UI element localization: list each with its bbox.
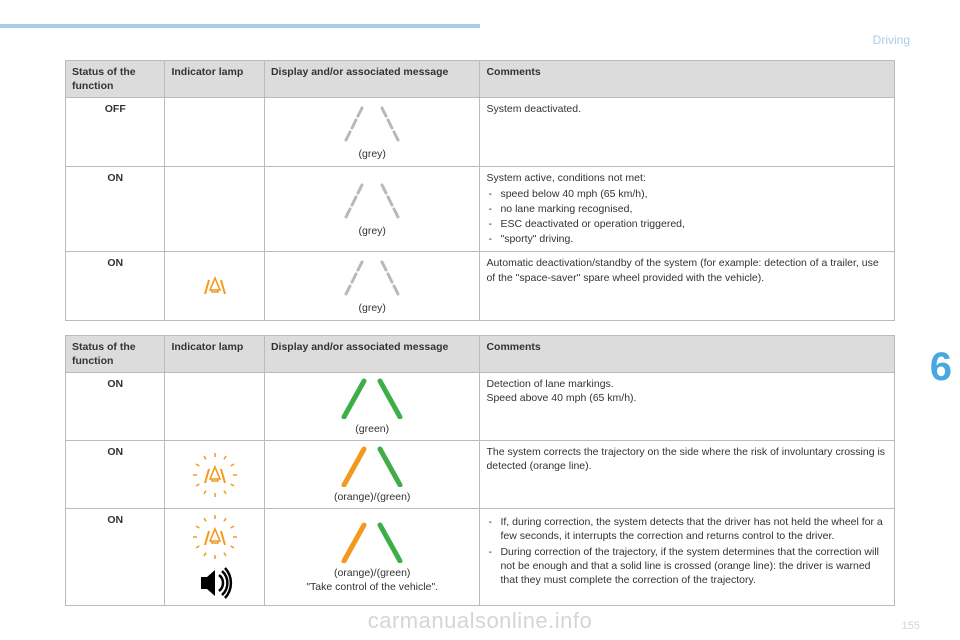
indicator-lamp-cell <box>165 441 264 509</box>
comment-list-item: ESC deactivated or operation triggered, <box>486 217 888 231</box>
table-header-row: Status of the function Indicator lamp Di… <box>66 61 895 98</box>
comments-cell: Detection of lane markings. Speed above … <box>480 372 895 440</box>
status-table-1: Status of the function Indicator lamp Di… <box>65 60 895 321</box>
status-cell: ON <box>66 252 165 320</box>
display-cell: (green) <box>264 372 480 440</box>
display-cell: (orange)/(green)"Take control of the veh… <box>264 509 480 606</box>
display-caption: (orange)/(green) <box>271 490 474 504</box>
display-cell: (grey) <box>264 252 480 320</box>
indicator-lamp-cell <box>165 372 264 440</box>
table-row: ON (green) Detection of lane markings. Spe… <box>66 372 895 440</box>
indicator-lamp-cell <box>165 98 264 166</box>
comment-text: System active, conditions not met: <box>486 171 888 185</box>
status-cell: OFF <box>66 98 165 166</box>
page-number: 155 <box>902 620 920 632</box>
indicator-lamp-cell <box>165 252 264 320</box>
col-comments: Comments <box>480 61 895 98</box>
speaker-icon <box>171 565 257 601</box>
col-lamp: Indicator lamp <box>165 335 264 372</box>
indicator-lamp-cell <box>165 166 264 252</box>
col-status: Status of the function <box>66 61 165 98</box>
display-cell: (orange)/(green) <box>264 441 480 509</box>
display-caption: (green) <box>271 422 474 436</box>
comment-list: speed below 40 mph (65 km/h),no lane mar… <box>486 187 888 247</box>
comment-list-item: speed below 40 mph (65 km/h), <box>486 187 888 201</box>
comment-text: The system corrects the trajectory on th… <box>486 445 888 473</box>
lane-assist-icon <box>171 513 257 561</box>
display-caption: (grey) <box>271 147 474 161</box>
display-cell: (grey) <box>264 98 480 166</box>
comments-cell: If, during correction, the system detect… <box>480 509 895 606</box>
lane-lines-icon <box>271 521 474 563</box>
comment-text: Automatic deactivation/standby of the sy… <box>486 256 888 284</box>
status-cell: ON <box>66 509 165 606</box>
comment-list-item: no lane marking recognised, <box>486 202 888 216</box>
comments-cell: System active, conditions not met: speed … <box>480 166 895 252</box>
lane-lines-icon <box>271 377 474 419</box>
col-status: Status of the function <box>66 335 165 372</box>
display-caption: (orange)/(green) <box>271 566 474 580</box>
col-display: Display and/or associated message <box>264 335 480 372</box>
lane-assist-icon <box>171 262 257 310</box>
comment-list-item: If, during correction, the system detect… <box>486 515 888 543</box>
lane-lines-icon <box>271 256 474 298</box>
table-row: OFF (grey) System deactivated. <box>66 98 895 166</box>
chapter-number: 6 <box>930 345 952 390</box>
accent-bar <box>0 24 480 28</box>
indicator-lamp-cell <box>165 509 264 606</box>
display-cell: (grey) <box>264 166 480 252</box>
table-header-row: Status of the function Indicator lamp Di… <box>66 335 895 372</box>
comment-list-item: During correction of the trajectory, if … <box>486 545 888 588</box>
table-row: ON (grey) Automatic deactivation/standby o… <box>66 252 895 320</box>
table-row: ON (grey) System active, conditions not me… <box>66 166 895 252</box>
comments-cell: System deactivated. <box>480 98 895 166</box>
col-display: Display and/or associated message <box>264 61 480 98</box>
comment-text: Detection of lane markings. Speed above … <box>486 377 888 405</box>
col-lamp: Indicator lamp <box>165 61 264 98</box>
table-row: ON (orange)/(green)"Take control of the … <box>66 509 895 606</box>
comments-cell: The system corrects the trajectory on th… <box>480 441 895 509</box>
watermark: carmanualsonline.info <box>0 608 960 634</box>
table-row: ON (orange)/(green) The system corrects th… <box>66 441 895 509</box>
status-cell: ON <box>66 441 165 509</box>
comment-list: If, during correction, the system detect… <box>486 515 888 587</box>
status-cell: ON <box>66 372 165 440</box>
section-label: Driving <box>873 33 910 47</box>
col-comments: Comments <box>480 335 895 372</box>
comment-text: System deactivated. <box>486 102 888 116</box>
lane-assist-icon <box>171 451 257 499</box>
status-table-2: Status of the function Indicator lamp Di… <box>65 335 895 607</box>
lane-lines-icon <box>271 179 474 221</box>
display-caption: (grey) <box>271 224 474 238</box>
comment-list-item: "sporty" driving. <box>486 232 888 246</box>
display-caption: (grey) <box>271 301 474 315</box>
display-message: "Take control of the vehicle". <box>271 580 474 594</box>
lane-lines-icon <box>271 102 474 144</box>
content-area: Status of the function Indicator lamp Di… <box>65 60 895 620</box>
lane-lines-icon <box>271 445 474 487</box>
status-cell: ON <box>66 166 165 252</box>
comments-cell: Automatic deactivation/standby of the sy… <box>480 252 895 320</box>
